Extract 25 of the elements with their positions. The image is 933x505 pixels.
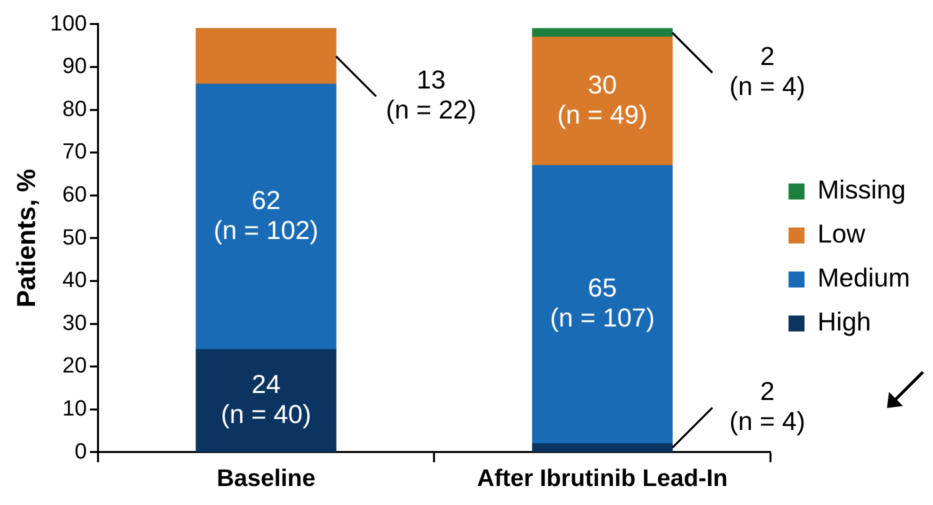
data-label: 2 (n = 4) bbox=[729, 376, 806, 436]
y-tick-label: 40 bbox=[62, 267, 87, 292]
data-label: 24 (n = 40) bbox=[220, 368, 312, 429]
y-tick-label: 60 bbox=[62, 181, 87, 206]
y-tick-label: 10 bbox=[62, 395, 87, 420]
y-tick-label: 0 bbox=[74, 438, 87, 464]
legend-label: Missing bbox=[818, 174, 906, 205]
data-label: 2 (n = 4) bbox=[729, 40, 806, 101]
legend-label: High bbox=[818, 306, 872, 337]
x-tick-label: After Ibrutinib Lead-In bbox=[477, 465, 728, 492]
x-tick-label: Baseline bbox=[216, 465, 316, 492]
data-label: 65 (n = 107) bbox=[550, 272, 655, 333]
y-tick-label: 30 bbox=[62, 310, 87, 335]
legend-label: Medium bbox=[818, 262, 910, 293]
y-tick-label: 70 bbox=[62, 138, 87, 164]
data-label: 62 (n = 102) bbox=[214, 184, 318, 245]
legend-label: Low bbox=[818, 218, 866, 249]
data-label: 13 (n = 22) bbox=[386, 64, 476, 124]
y-tick-label: 80 bbox=[62, 96, 87, 121]
y-tick-label: 20 bbox=[62, 352, 87, 378]
y-axis-title: Patients, % bbox=[10, 168, 41, 308]
y-tick-label: 100 bbox=[50, 10, 87, 36]
y-tick-label: 50 bbox=[62, 224, 87, 250]
y-tick-label: 90 bbox=[62, 53, 87, 78]
data-label: 30 (n = 49) bbox=[557, 69, 648, 130]
